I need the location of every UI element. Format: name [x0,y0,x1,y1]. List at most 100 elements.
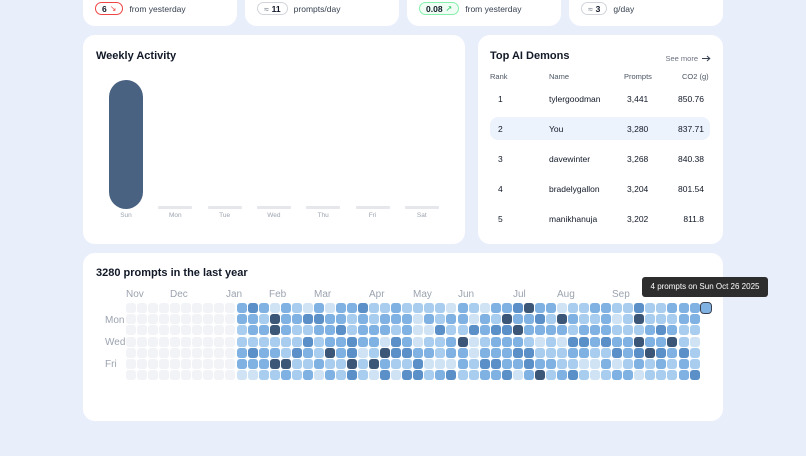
heatmap-cell[interactable] [523,347,534,358]
heatmap-cell[interactable] [568,314,578,325]
heatmap-cell[interactable] [369,359,380,369]
table-row[interactable]: 2 You 3,280 837.71 [490,117,710,140]
heatmap-cell[interactable] [523,314,534,325]
heatmap-cell[interactable] [523,336,534,347]
heatmap-cell[interactable] [269,325,280,336]
heatmap-cell[interactable] [556,347,567,358]
heatmap-cell[interactable] [656,370,667,381]
see-more-link[interactable]: See more [665,54,711,63]
heatmap-cell[interactable] [324,314,335,325]
heatmap-cell[interactable] [170,347,181,358]
heatmap-cell[interactable] [159,347,170,358]
heatmap-cell[interactable] [512,325,523,336]
heatmap-cell[interactable] [170,325,181,336]
heatmap-cell[interactable] [556,370,567,381]
heatmap-cell[interactable] [413,370,424,381]
table-row[interactable]: 3 davewinter 3,268 840.38 [490,147,710,170]
heatmap-cell[interactable] [512,314,523,325]
heatmap-cell[interactable] [236,336,247,347]
heatmap-cell[interactable] [446,325,457,336]
heatmap-cell[interactable] [324,336,335,347]
heatmap-cell[interactable] [280,303,291,313]
heatmap-cell[interactable] [313,370,324,381]
heatmap-cell[interactable] [656,359,667,369]
heatmap-cell[interactable] [137,325,148,336]
heatmap-cell[interactable] [236,325,247,336]
heatmap-cell[interactable] [159,336,170,347]
heatmap-cell[interactable] [534,325,545,336]
heatmap-cell[interactable] [512,347,523,358]
heatmap-cell[interactable] [501,359,512,369]
heatmap-cell[interactable] [291,314,302,325]
heatmap-cell[interactable] [612,325,623,336]
heatmap-cell[interactable] [612,303,623,313]
heatmap-cell[interactable] [247,370,258,381]
heatmap-cell[interactable] [556,359,567,369]
heatmap-cell[interactable] [457,314,468,325]
heatmap-cell[interactable] [413,359,424,369]
heatmap-cell[interactable] [424,336,435,347]
heatmap-cell[interactable] [501,370,512,381]
heatmap-cell[interactable] [126,347,136,358]
heatmap-cell[interactable] [479,359,490,369]
heatmap-cell[interactable] [634,336,645,347]
heatmap-cell[interactable] [623,370,634,381]
heatmap-cell[interactable] [479,325,490,336]
heatmap-cell[interactable] [568,303,578,313]
heatmap-cell[interactable] [324,303,335,313]
heatmap-cell[interactable] [523,359,534,369]
heatmap-cell[interactable] [269,314,280,325]
heatmap-cell[interactable] [258,370,269,381]
heatmap-cell[interactable] [545,314,556,325]
heatmap-cell[interactable] [490,336,501,347]
heatmap-cell[interactable] [490,303,501,313]
heatmap-cell[interactable] [623,359,634,369]
heatmap-cell[interactable] [358,314,369,325]
heatmap-cell[interactable] [645,314,656,325]
heatmap-cell[interactable] [424,359,435,369]
heatmap-cell[interactable] [579,347,590,358]
heatmap-cell[interactable] [214,303,225,313]
heatmap-cell[interactable] [590,325,601,336]
heatmap-cell[interactable] [568,370,578,381]
heatmap-cell[interactable] [645,303,656,313]
heatmap-cell[interactable] [656,303,667,313]
heatmap-cell[interactable] [678,347,689,358]
heatmap-cell[interactable] [457,370,468,381]
heatmap-cell[interactable] [258,347,269,358]
heatmap-cell[interactable] [214,314,225,325]
heatmap-cell[interactable] [413,336,424,347]
heatmap-cell[interactable] [534,303,545,313]
heatmap-cell[interactable] [590,303,601,313]
heatmap-cell[interactable] [148,336,159,347]
heatmap-cell[interactable] [689,359,700,369]
heatmap-cell[interactable] [269,359,280,369]
heatmap-cell[interactable] [236,359,247,369]
heatmap-cell[interactable] [170,314,181,325]
heatmap-cell[interactable] [568,336,578,347]
heatmap-cell[interactable] [148,303,159,313]
heatmap-cell[interactable] [181,325,192,336]
heatmap-cell[interactable] [468,303,479,313]
table-row[interactable]: 5 manikhanuja 3,202 811.8 [490,207,710,230]
heatmap-cell[interactable] [457,336,468,347]
heatmap-cell[interactable] [689,303,700,313]
heatmap-cell[interactable] [302,347,313,358]
heatmap-cell[interactable] [590,314,601,325]
heatmap-cell[interactable] [225,370,236,381]
heatmap-cell[interactable] [203,359,214,369]
heatmap-cell[interactable] [203,370,214,381]
heatmap-cell[interactable] [590,347,601,358]
heatmap-cell[interactable] [490,347,501,358]
heatmap-cell[interactable] [534,314,545,325]
heatmap-cell[interactable] [369,314,380,325]
heatmap-cell[interactable] [369,347,380,358]
heatmap-cell[interactable] [435,325,446,336]
heatmap-cell[interactable] [457,347,468,358]
heatmap-cell[interactable] [601,370,612,381]
heatmap-cell[interactable] [435,303,446,313]
heatmap-cell[interactable] [568,347,578,358]
heatmap-cell[interactable] [402,336,413,347]
heatmap-cell[interactable] [556,336,567,347]
heatmap-cell[interactable] [137,303,148,313]
